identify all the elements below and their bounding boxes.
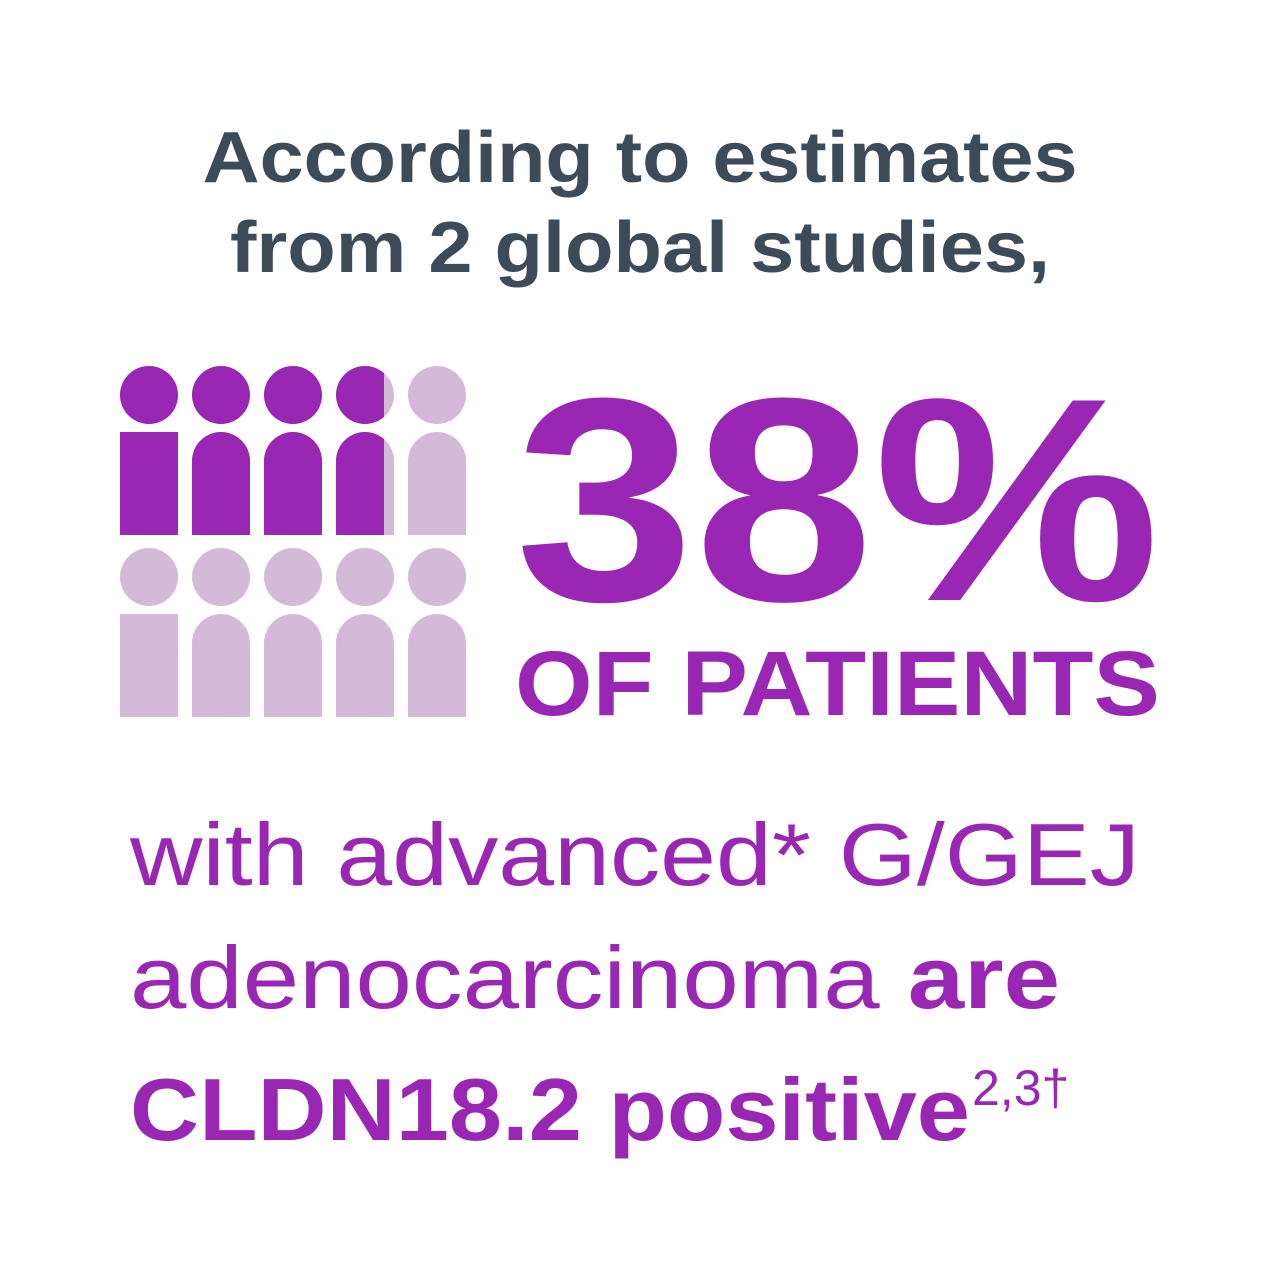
- header-line: According to estimates: [203, 118, 1078, 198]
- body-line: with advanced* G/GEJ: [129, 805, 1140, 904]
- people-icons: [120, 366, 466, 717]
- stat-label: OF PATIENTS: [515, 633, 1160, 735]
- stat-value: 38%: [515, 338, 1160, 662]
- body-text: adenocarcinoma: [130, 928, 908, 1027]
- header-line: from 2 global studies,: [230, 208, 1050, 288]
- body-bold: CLDN18.2 positive: [130, 1060, 970, 1159]
- body-line: CLDN18.2 positive2,3†: [130, 1060, 1069, 1159]
- footnote-ref: 2,3†: [972, 1060, 1069, 1116]
- body-line: adenocarcinoma are: [130, 928, 1060, 1027]
- body-bold: are: [908, 928, 1060, 1027]
